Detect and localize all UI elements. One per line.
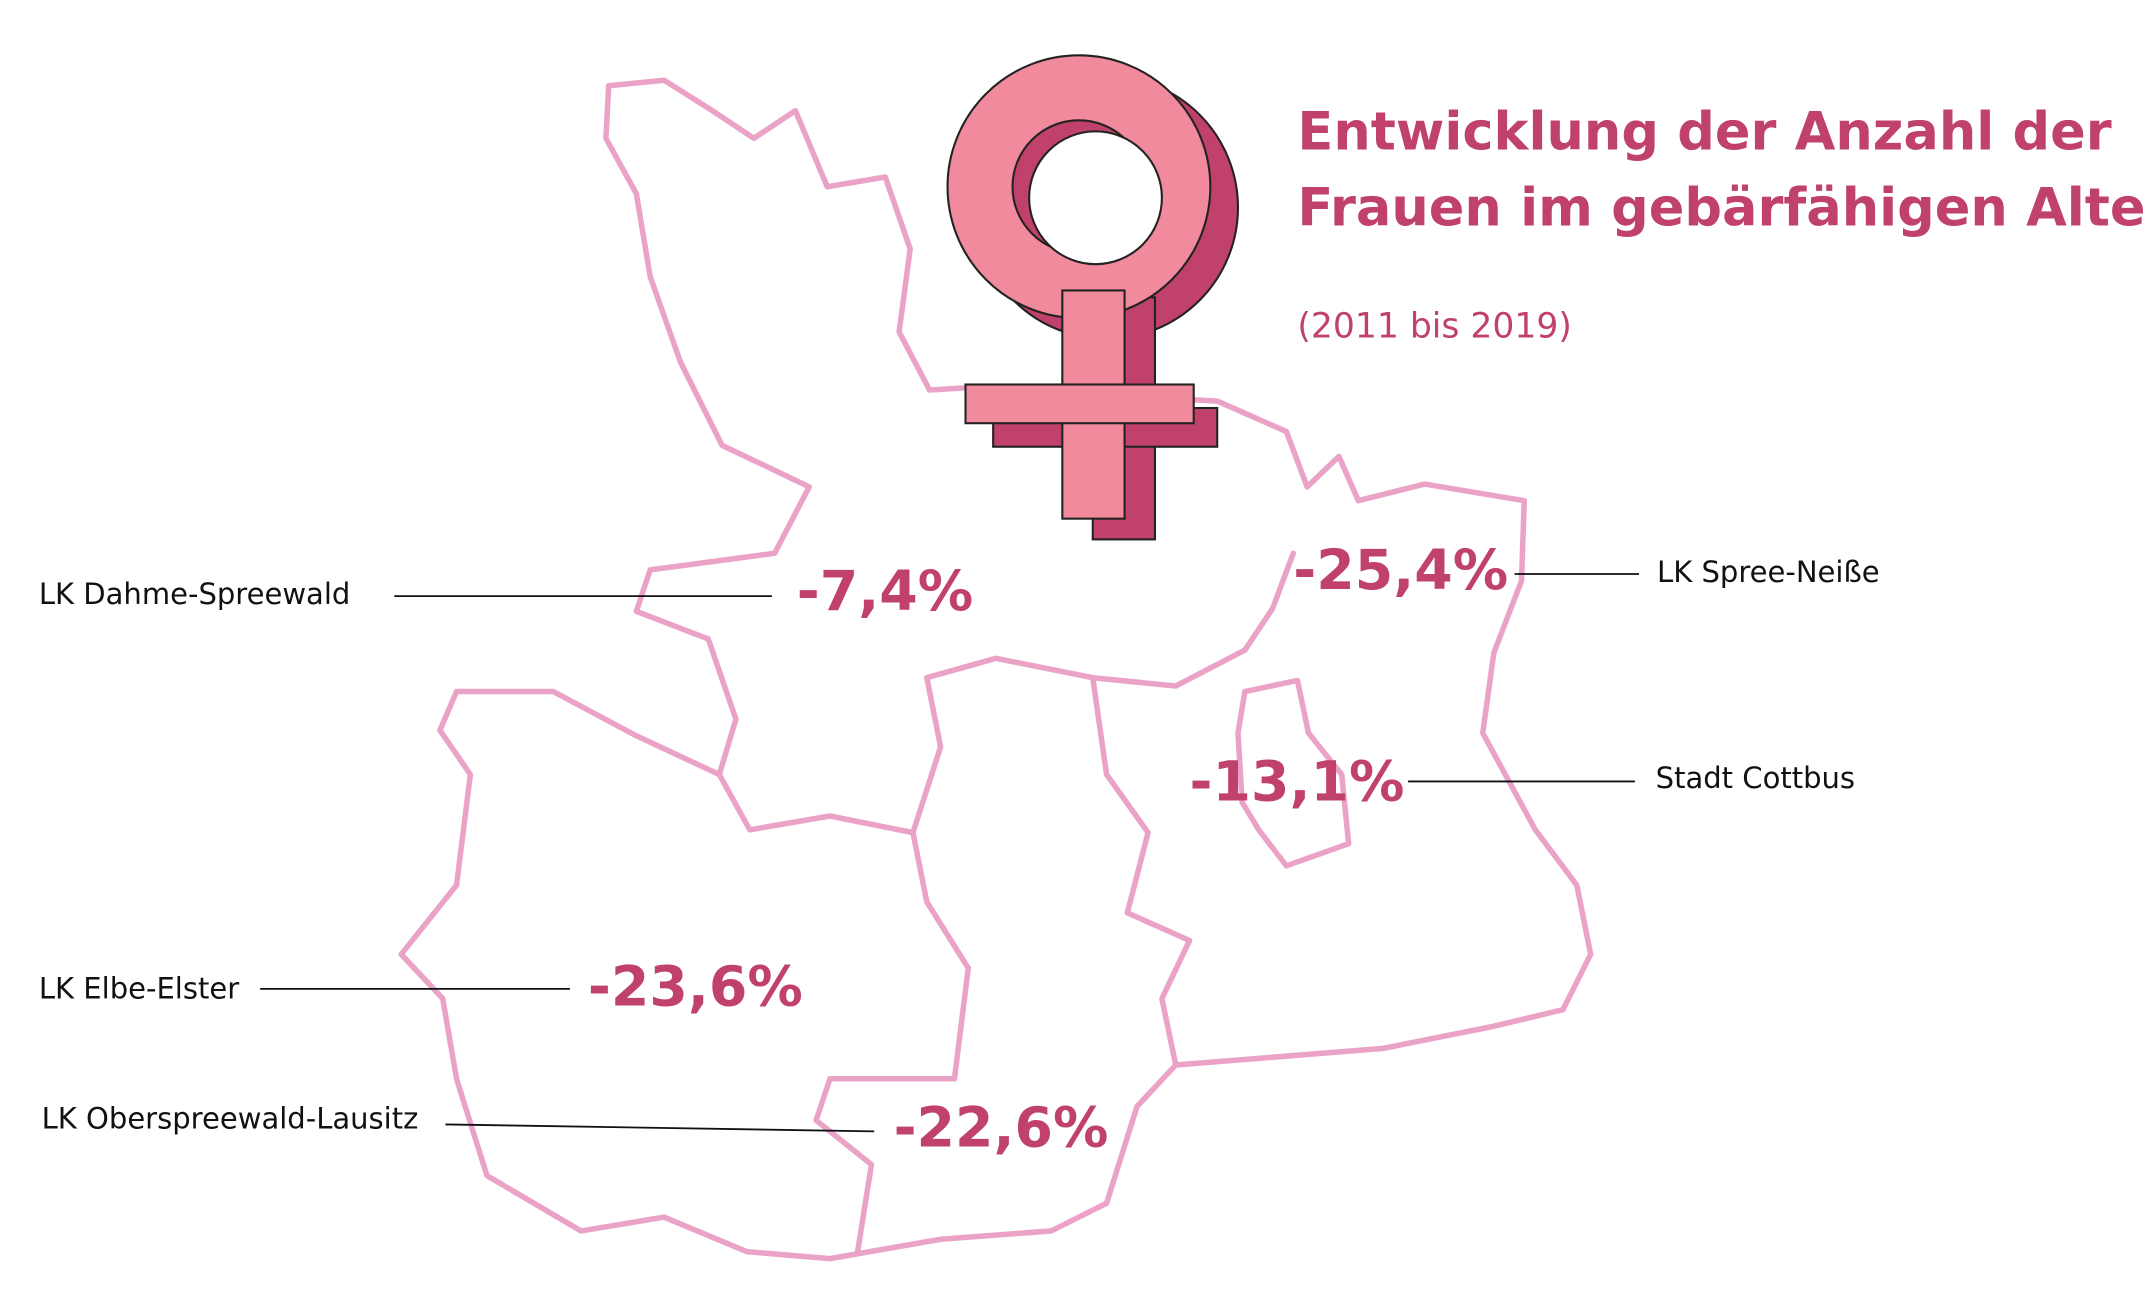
region-name: LK Dahme-Spreewald — [39, 577, 351, 611]
region-value: -25,4% — [1293, 539, 1508, 603]
symbol-bar — [964, 383, 1195, 425]
symbol-hole — [1028, 130, 1163, 266]
cottbus-border — [1235, 677, 1352, 869]
inner-border — [716, 550, 1297, 836]
region-value: -7,4% — [797, 560, 973, 624]
title-line: Entwicklung der Anzahl der — [1297, 101, 2111, 162]
region-name: LK Oberspreewald-Lausitz — [42, 1101, 419, 1135]
region-name: LK Spree-Neiße — [1657, 555, 1880, 589]
outer-border — [398, 77, 1594, 1262]
subtitle: (2011 bis 2019) — [1297, 306, 1571, 346]
inner-border — [813, 829, 972, 1255]
region-value: -23,6% — [588, 955, 803, 1019]
region-value: -13,1% — [1190, 751, 1405, 815]
leader-line — [445, 1123, 875, 1133]
region-value: -22,6% — [894, 1096, 1109, 1160]
female-symbol — [946, 54, 1240, 541]
region-labels: LK Dahme-Spreewald -7,4% LK Spree-Neiße -25… — [39, 539, 1880, 1160]
title-line: Frauen im gebärfähigen Alter — [1297, 177, 2144, 238]
region-name: Stadt Cottbus — [1656, 761, 1855, 795]
region-name: LK Elbe-Elster — [39, 971, 239, 1005]
inner-border — [1089, 674, 1193, 1068]
map-borders — [398, 77, 1594, 1262]
